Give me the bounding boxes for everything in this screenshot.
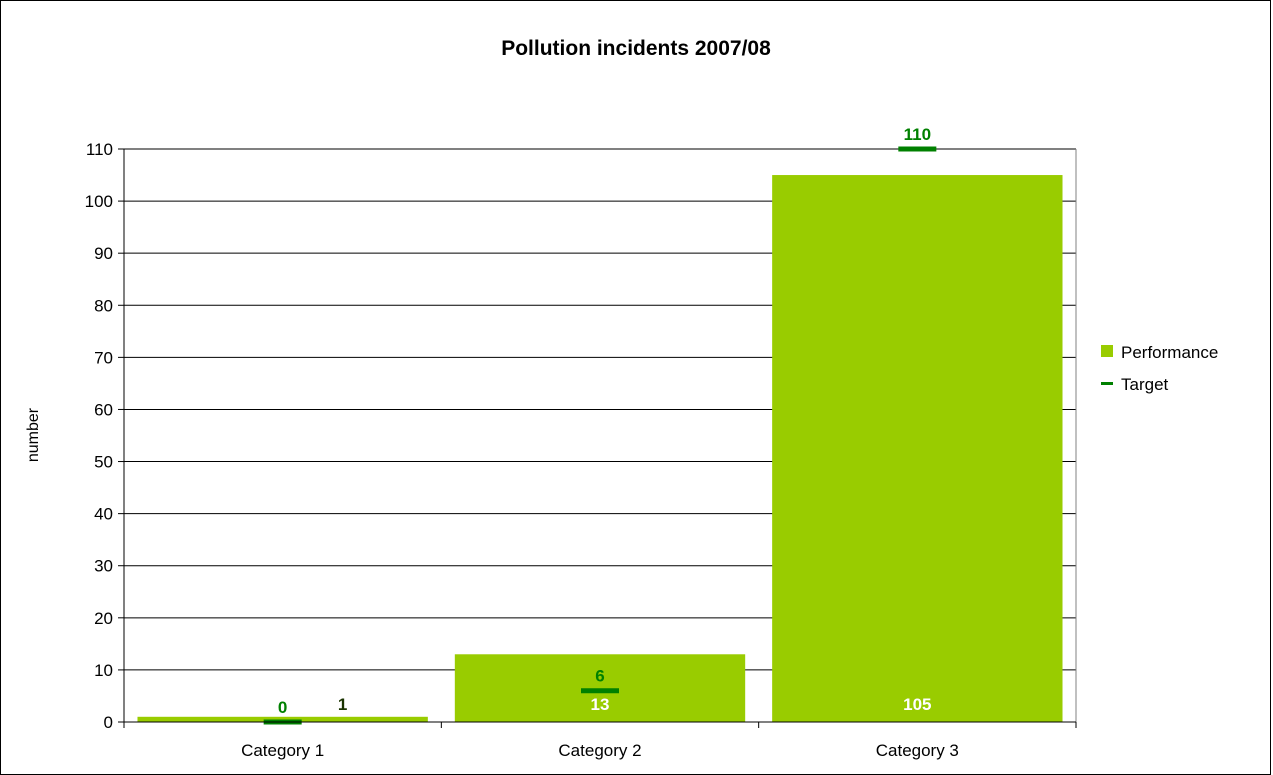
data-label-performance: 105: [903, 695, 931, 714]
y-tick-label: 10: [94, 661, 113, 680]
y-tick-label: 20: [94, 609, 113, 628]
y-tick-label: 50: [94, 453, 113, 472]
legend-swatch-performance: [1101, 345, 1113, 357]
bar-performance: [772, 175, 1063, 722]
y-tick-label: 70: [94, 348, 113, 367]
y-tick-label: 90: [94, 244, 113, 263]
y-tick-label: 80: [94, 296, 113, 315]
bar-performance: [137, 716, 428, 722]
data-label-target: 110: [904, 125, 931, 144]
target-marker: [581, 688, 619, 694]
x-tick-label: Category 2: [558, 741, 641, 760]
legend-label-target: Target: [1121, 375, 1169, 394]
y-axis-label: number: [25, 407, 42, 462]
x-tick-label: Category 1: [241, 741, 324, 760]
legend: Performance Target: [1101, 343, 1218, 394]
legend-label-performance: Performance: [1121, 343, 1218, 362]
x-tick-label: Category 3: [876, 741, 959, 760]
data-label-performance: 1: [338, 695, 347, 714]
y-tick-label: 0: [104, 713, 113, 732]
data-label-target: 0: [278, 698, 287, 717]
y-tick-label: 30: [94, 557, 113, 576]
data-label-target: 6: [595, 667, 604, 686]
y-tick-label: 40: [94, 505, 113, 524]
chart-title: Pollution incidents 2007/08: [501, 37, 771, 60]
legend-swatch-target: [1101, 382, 1113, 385]
y-tick-label: 60: [94, 400, 113, 419]
bar-performance: [454, 654, 746, 722]
data-label-performance: 13: [591, 695, 610, 714]
y-tick-label: 110: [86, 140, 113, 159]
y-tick-label: 100: [85, 192, 113, 211]
target-marker: [898, 146, 937, 152]
